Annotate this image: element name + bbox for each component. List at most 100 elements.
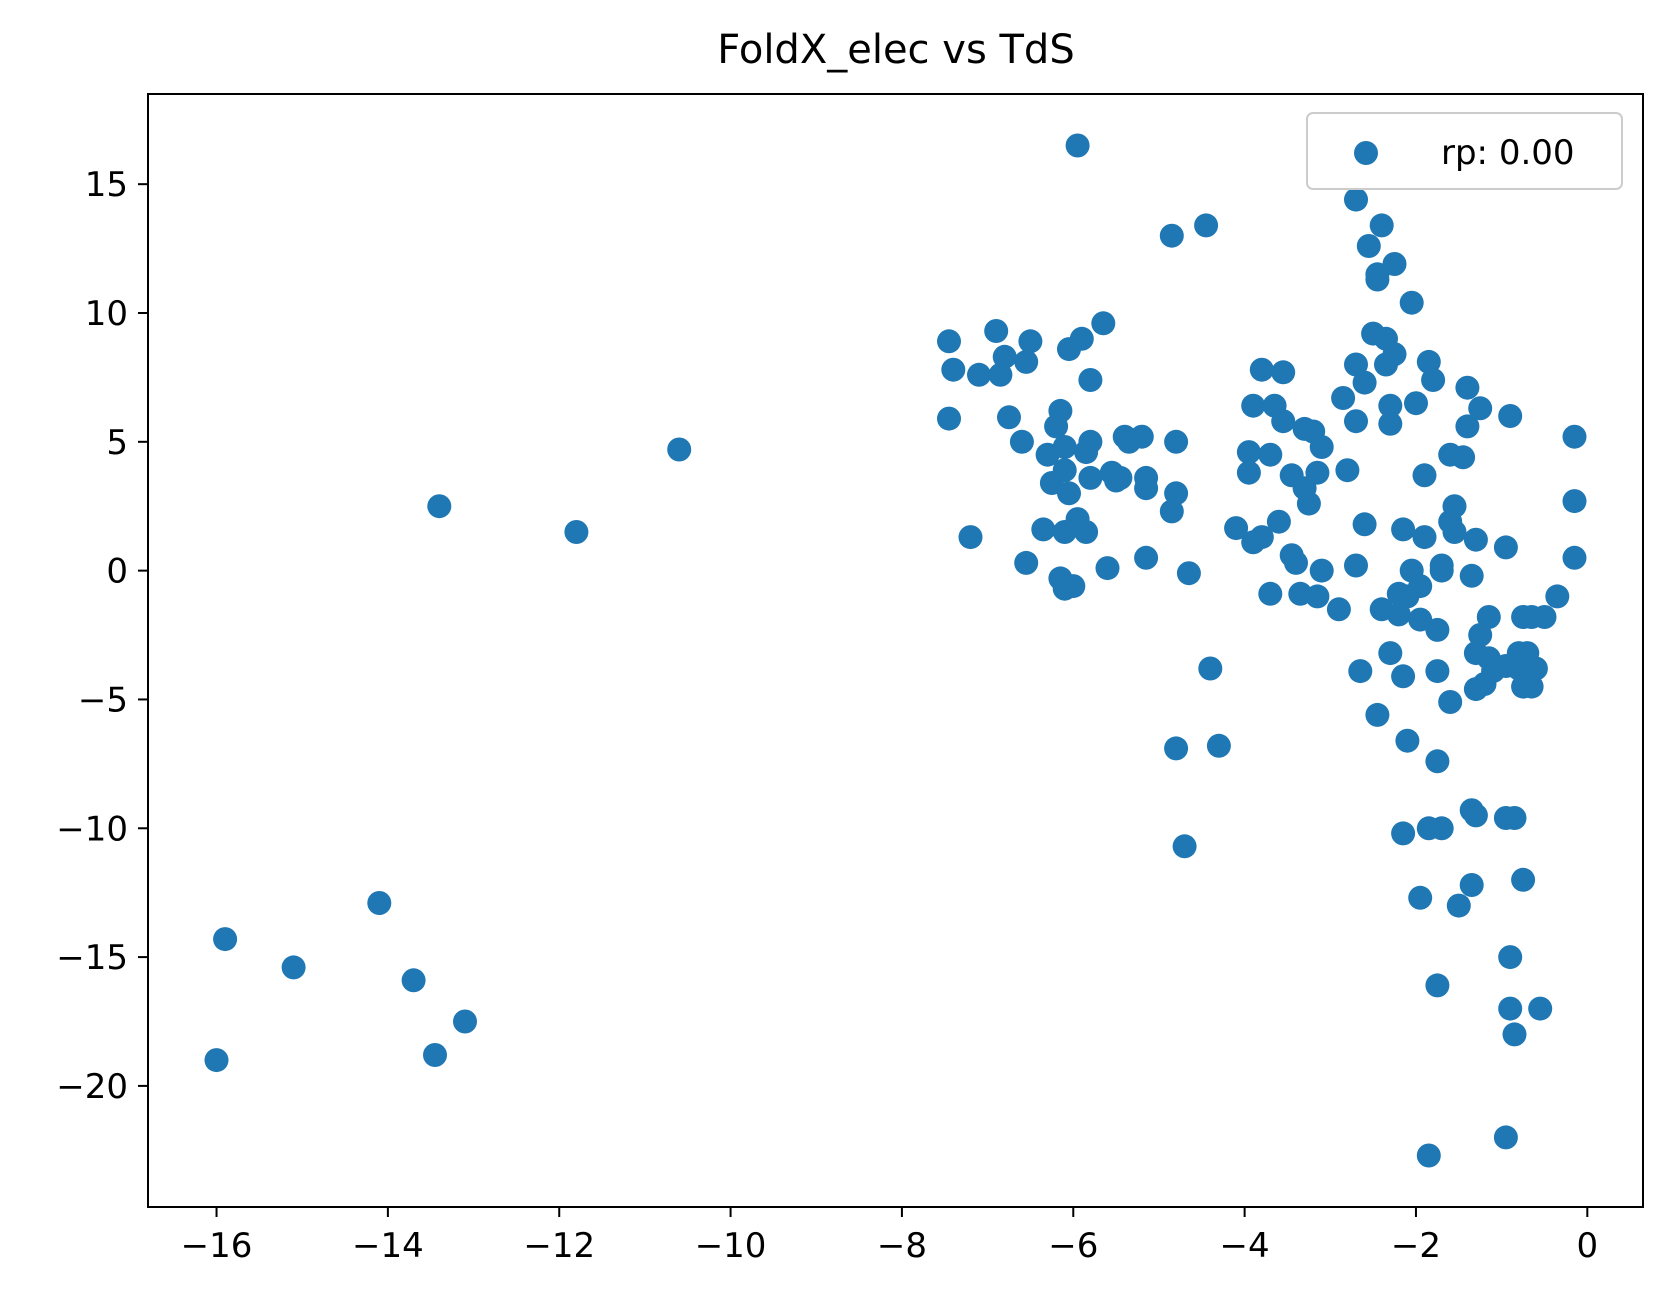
x-axis: −16 −14 −12 −10 −8 −6 −4 −2 0 [181, 1207, 1598, 1266]
data-point [1459, 563, 1484, 588]
data-point [1331, 386, 1356, 410]
data-point [1305, 460, 1330, 485]
data-point [1429, 816, 1454, 841]
data-point [401, 968, 426, 993]
data-point [1236, 460, 1261, 485]
data-point [281, 955, 306, 980]
data-point [1356, 234, 1381, 258]
data-point [1532, 605, 1557, 629]
data-point [1369, 213, 1394, 238]
y-tick-label: 10 [85, 294, 128, 334]
data-point [997, 405, 1021, 430]
data-point [1241, 393, 1266, 418]
data-point [1498, 996, 1523, 1021]
y-tick-label: −20 [56, 1067, 128, 1107]
data-point [1249, 357, 1274, 382]
data-point [1176, 561, 1201, 586]
data-point [1395, 728, 1420, 753]
data-point [941, 357, 966, 382]
data-point [1502, 806, 1527, 830]
data-point [1382, 252, 1407, 276]
data-point [1344, 187, 1368, 212]
x-tick-label: −4 [1220, 1226, 1270, 1266]
data-point [1091, 311, 1116, 336]
data-point [1399, 290, 1424, 315]
data-point [667, 437, 692, 462]
data-point [1446, 893, 1471, 918]
data-point [1309, 435, 1334, 459]
data-point [1159, 223, 1184, 248]
data-point [1425, 749, 1450, 774]
data-point [1455, 414, 1480, 439]
data-point [1134, 476, 1159, 501]
data-point [1365, 267, 1390, 292]
data-point [1014, 550, 1039, 575]
data-point [1498, 404, 1523, 428]
data-point [1404, 391, 1428, 416]
data-point [1296, 491, 1321, 516]
data-point [1164, 429, 1189, 454]
data-point [1511, 867, 1536, 892]
data-point [1309, 558, 1334, 583]
data-point [1391, 664, 1416, 689]
data-point [1284, 550, 1308, 575]
data-point [1052, 435, 1077, 459]
data-point [1352, 512, 1377, 537]
data-point [1562, 424, 1587, 449]
data-point [1455, 375, 1480, 400]
data-point [1352, 370, 1377, 395]
data-point [1095, 556, 1120, 581]
data-point [1523, 656, 1548, 681]
data-point [367, 891, 392, 915]
data-point [1074, 520, 1099, 544]
data-point [1344, 553, 1368, 578]
y-tick-label: 0 [106, 552, 128, 592]
data-point [1065, 133, 1090, 158]
data-point [1018, 329, 1043, 354]
data-point [1425, 973, 1450, 998]
x-tick-label: −14 [352, 1226, 424, 1266]
data-point [1344, 352, 1368, 377]
data-point [1052, 458, 1077, 483]
data-point [1429, 558, 1454, 583]
data-point [1164, 736, 1189, 761]
data-point [1412, 525, 1437, 550]
x-tick-label: −8 [877, 1226, 927, 1266]
data-point [1438, 690, 1463, 714]
legend-box [1306, 112, 1623, 190]
data-point [1425, 659, 1450, 684]
data-point [1236, 440, 1261, 465]
legend-label: rp: 0.00 [1441, 133, 1575, 173]
data-point [958, 525, 983, 550]
data-point [967, 362, 991, 387]
data-point [1031, 517, 1056, 542]
data-point [1386, 602, 1411, 627]
data-point [1463, 803, 1488, 828]
data-point [1271, 409, 1296, 434]
x-tick-label: −2 [1391, 1226, 1441, 1266]
x-tick-label: −10 [695, 1226, 767, 1266]
data-point [1129, 424, 1154, 449]
data-point [1194, 213, 1219, 238]
data-point [1108, 465, 1133, 490]
data-point [984, 319, 1009, 343]
data-point [1562, 489, 1587, 514]
legend-marker [1354, 141, 1378, 165]
data-point [1498, 945, 1523, 970]
data-point [1271, 360, 1296, 385]
data-point [1391, 517, 1416, 542]
y-tick-label: 15 [85, 165, 128, 205]
data-point [1545, 584, 1570, 609]
data-point [1365, 702, 1390, 727]
data-point [1519, 674, 1544, 699]
data-point [1224, 516, 1249, 541]
data-point [1442, 494, 1467, 519]
x-tick-label: −12 [523, 1226, 595, 1266]
data-point [1266, 509, 1291, 534]
data-point [988, 362, 1013, 387]
data-point [1463, 527, 1488, 552]
data-point [1421, 368, 1446, 392]
chart-title: FoldX_elec vs TdS [717, 27, 1074, 73]
axes-frame [147, 93, 1644, 1208]
